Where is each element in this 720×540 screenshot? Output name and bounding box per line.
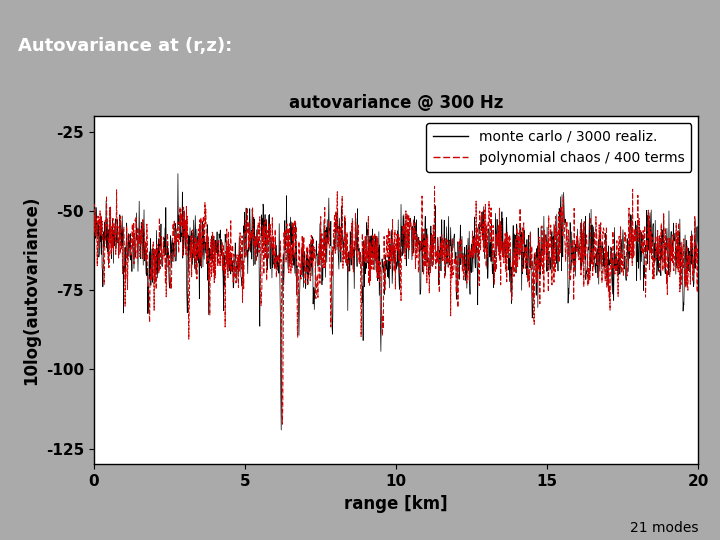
monte carlo / 3000 realiz. bbox=[694, 246, 703, 253]
monte carlo / 3000 realiz. bbox=[161, 225, 169, 231]
polynomial chaos / 400 terms bbox=[694, 237, 703, 243]
polynomial chaos / 400 terms bbox=[434, 242, 443, 248]
polynomial chaos / 400 terms bbox=[431, 183, 439, 190]
polynomial chaos / 400 terms bbox=[136, 227, 145, 233]
X-axis label: range [km]: range [km] bbox=[344, 495, 448, 512]
monte carlo / 3000 realiz. bbox=[347, 262, 356, 268]
Title: autovariance @ 300 Hz: autovariance @ 300 Hz bbox=[289, 94, 503, 112]
monte carlo / 3000 realiz. bbox=[136, 238, 145, 244]
polynomial chaos / 400 terms bbox=[161, 259, 169, 266]
monte carlo / 3000 realiz. bbox=[277, 427, 286, 433]
monte carlo / 3000 realiz. bbox=[174, 171, 182, 177]
monte carlo / 3000 realiz. bbox=[370, 241, 379, 247]
Text: Autovariance at (r,z):: Autovariance at (r,z): bbox=[18, 37, 233, 55]
polynomial chaos / 400 terms bbox=[369, 254, 378, 261]
Text: 21 modes: 21 modes bbox=[630, 521, 698, 535]
polynomial chaos / 400 terms bbox=[89, 237, 98, 244]
polynomial chaos / 400 terms bbox=[278, 421, 287, 427]
Line: polynomial chaos / 400 terms: polynomial chaos / 400 terms bbox=[94, 186, 698, 424]
Legend: monte carlo / 3000 realiz., polynomial chaos / 400 terms: monte carlo / 3000 realiz., polynomial c… bbox=[426, 123, 691, 172]
Y-axis label: 10log(autovariance): 10log(autovariance) bbox=[22, 195, 40, 385]
Line: monte carlo / 3000 realiz.: monte carlo / 3000 realiz. bbox=[94, 174, 698, 430]
monte carlo / 3000 realiz. bbox=[434, 282, 443, 288]
polynomial chaos / 400 terms bbox=[346, 246, 355, 252]
monte carlo / 3000 realiz. bbox=[89, 228, 98, 235]
monte carlo / 3000 realiz. bbox=[359, 256, 368, 262]
polynomial chaos / 400 terms bbox=[359, 248, 367, 254]
